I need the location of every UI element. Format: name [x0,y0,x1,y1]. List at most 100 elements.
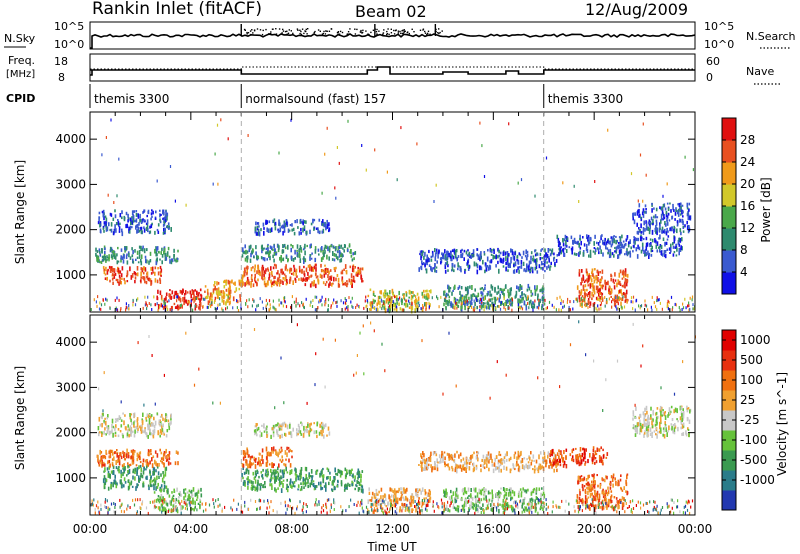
echo-cell [155,486,157,491]
echo-cell [482,288,485,292]
echo-cell [382,304,384,308]
echo-cell [523,269,525,272]
echo-cell [473,294,476,297]
echo-cell [447,302,449,307]
echo-cell [360,478,362,483]
echo-cell [440,261,442,265]
echo-cell [401,299,403,303]
echo-cell [638,214,640,218]
echo-cell [277,472,280,478]
echo-cell [578,200,580,203]
echo-cell [270,483,273,486]
nsearch-point [402,32,404,35]
echo-cell [220,290,223,294]
echo-cell [200,487,202,492]
echo-cell [481,144,483,148]
echo-cell [109,306,111,310]
echo-cell [145,302,147,306]
echo-cell [137,215,140,219]
echo-cell [493,249,495,254]
echo-cell [537,468,540,474]
nsearch-point [336,31,339,34]
echo-cell [134,280,136,284]
echo-cell [147,295,149,299]
echo-cell [99,431,101,434]
echo-cell [316,434,318,439]
echo-cell [116,296,118,300]
colorbar-tick-label: 16 [740,199,755,213]
echo-cell [110,254,113,259]
echo-cell [655,219,658,223]
echo-cell [621,234,623,239]
echo-cell [662,194,664,198]
nsearch-point [286,33,288,35]
echo-cell [267,472,269,475]
echo-cell [488,459,490,464]
echo-cell [104,247,106,251]
nsearch-point [282,30,285,32]
echo-cell [556,296,558,300]
echo-cell [393,492,396,496]
echo-cell [371,491,374,496]
echo-cell [123,277,125,281]
echo-cell [309,256,311,261]
echo-cell [162,507,164,511]
echo-cell [610,295,612,298]
echo-cell [503,456,506,460]
echo-cell [116,308,118,311]
echo-cell [160,493,163,499]
echo-cell [264,485,266,489]
echo-cell [117,467,119,472]
echo-cell [206,305,208,309]
echo-cell [105,221,107,226]
echo-cell [310,257,313,260]
echo-cell [125,246,128,251]
echo-cell [488,266,490,271]
echo-cell [321,469,323,475]
echo-cell [375,488,378,492]
echo-cell [300,231,302,235]
echo-cell [627,251,629,256]
echo-cell [601,297,604,302]
echo-cell [593,285,595,289]
echo-cell [503,306,505,310]
echo-cell [390,298,393,302]
echo-cell [97,221,100,225]
echo-cell [156,498,159,501]
echo-cell [136,422,139,428]
echo-cell [158,463,160,467]
echo-cell [163,211,165,216]
echo-cell [108,265,111,269]
echo-cell [133,420,136,423]
echo-cell [524,294,527,298]
echo-cell [427,492,430,497]
echo-cell [299,478,301,481]
echo-cell [655,239,657,243]
echo-cell [259,460,261,465]
echo-cell [130,455,133,459]
echo-cell [406,498,409,502]
echo-cell [663,214,665,218]
echo-cell [398,497,401,501]
echo-cell [565,240,567,245]
echo-cell [129,266,131,272]
echo-cell [466,301,469,306]
echo-cell [114,255,117,260]
echo-cell [624,300,626,303]
echo-cell [166,212,169,217]
echo-cell [127,485,130,491]
echo-cell [303,486,305,489]
echo-cell [97,426,100,431]
echo-cell [488,467,490,472]
echo-cell [247,480,249,486]
echo-cell [637,199,639,203]
echo-cell [350,469,352,474]
echo-cell [204,290,206,293]
echo-cell [104,427,106,431]
echo-cell [281,270,284,275]
echo-cell [451,291,453,296]
echo-cell [151,457,153,462]
echo-cell [667,235,670,238]
echo-cell [262,270,264,274]
echo-cell [320,257,323,262]
